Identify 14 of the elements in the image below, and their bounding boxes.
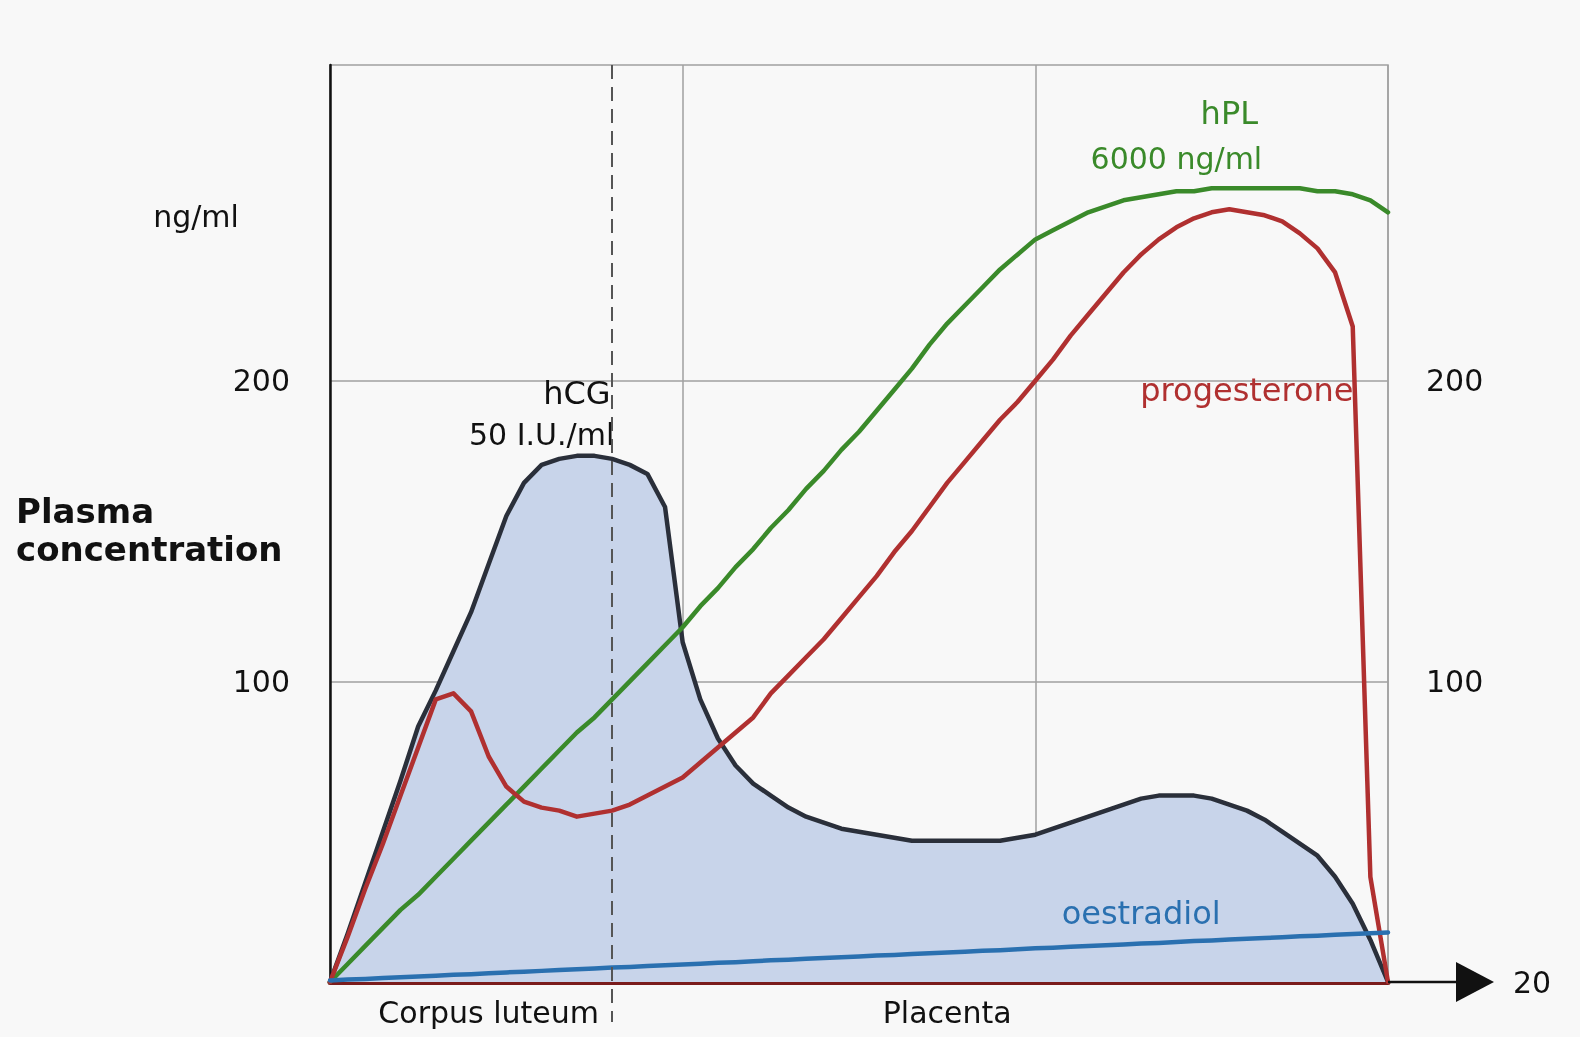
text: 20	[1513, 964, 1552, 1000]
text: ng/ml	[153, 198, 239, 234]
series-label: oestradiol	[1061, 893, 1221, 932]
annotation: 50 I.U./ml	[468, 417, 615, 453]
y2-tick-label: 100	[1426, 663, 1484, 699]
text: Corpus luteum	[378, 994, 600, 1030]
series-label: progesterone	[1140, 370, 1354, 409]
line-series	[327, 930, 1391, 983]
series-label: hPL	[1200, 94, 1259, 133]
y2-tick-label: 200	[1426, 363, 1484, 399]
series-label: hCG	[543, 373, 611, 412]
annotation: 6000 ng/ml	[1090, 140, 1263, 176]
text: Placenta	[882, 994, 1012, 1030]
y-axis-title: Plasma concentration	[16, 491, 283, 569]
